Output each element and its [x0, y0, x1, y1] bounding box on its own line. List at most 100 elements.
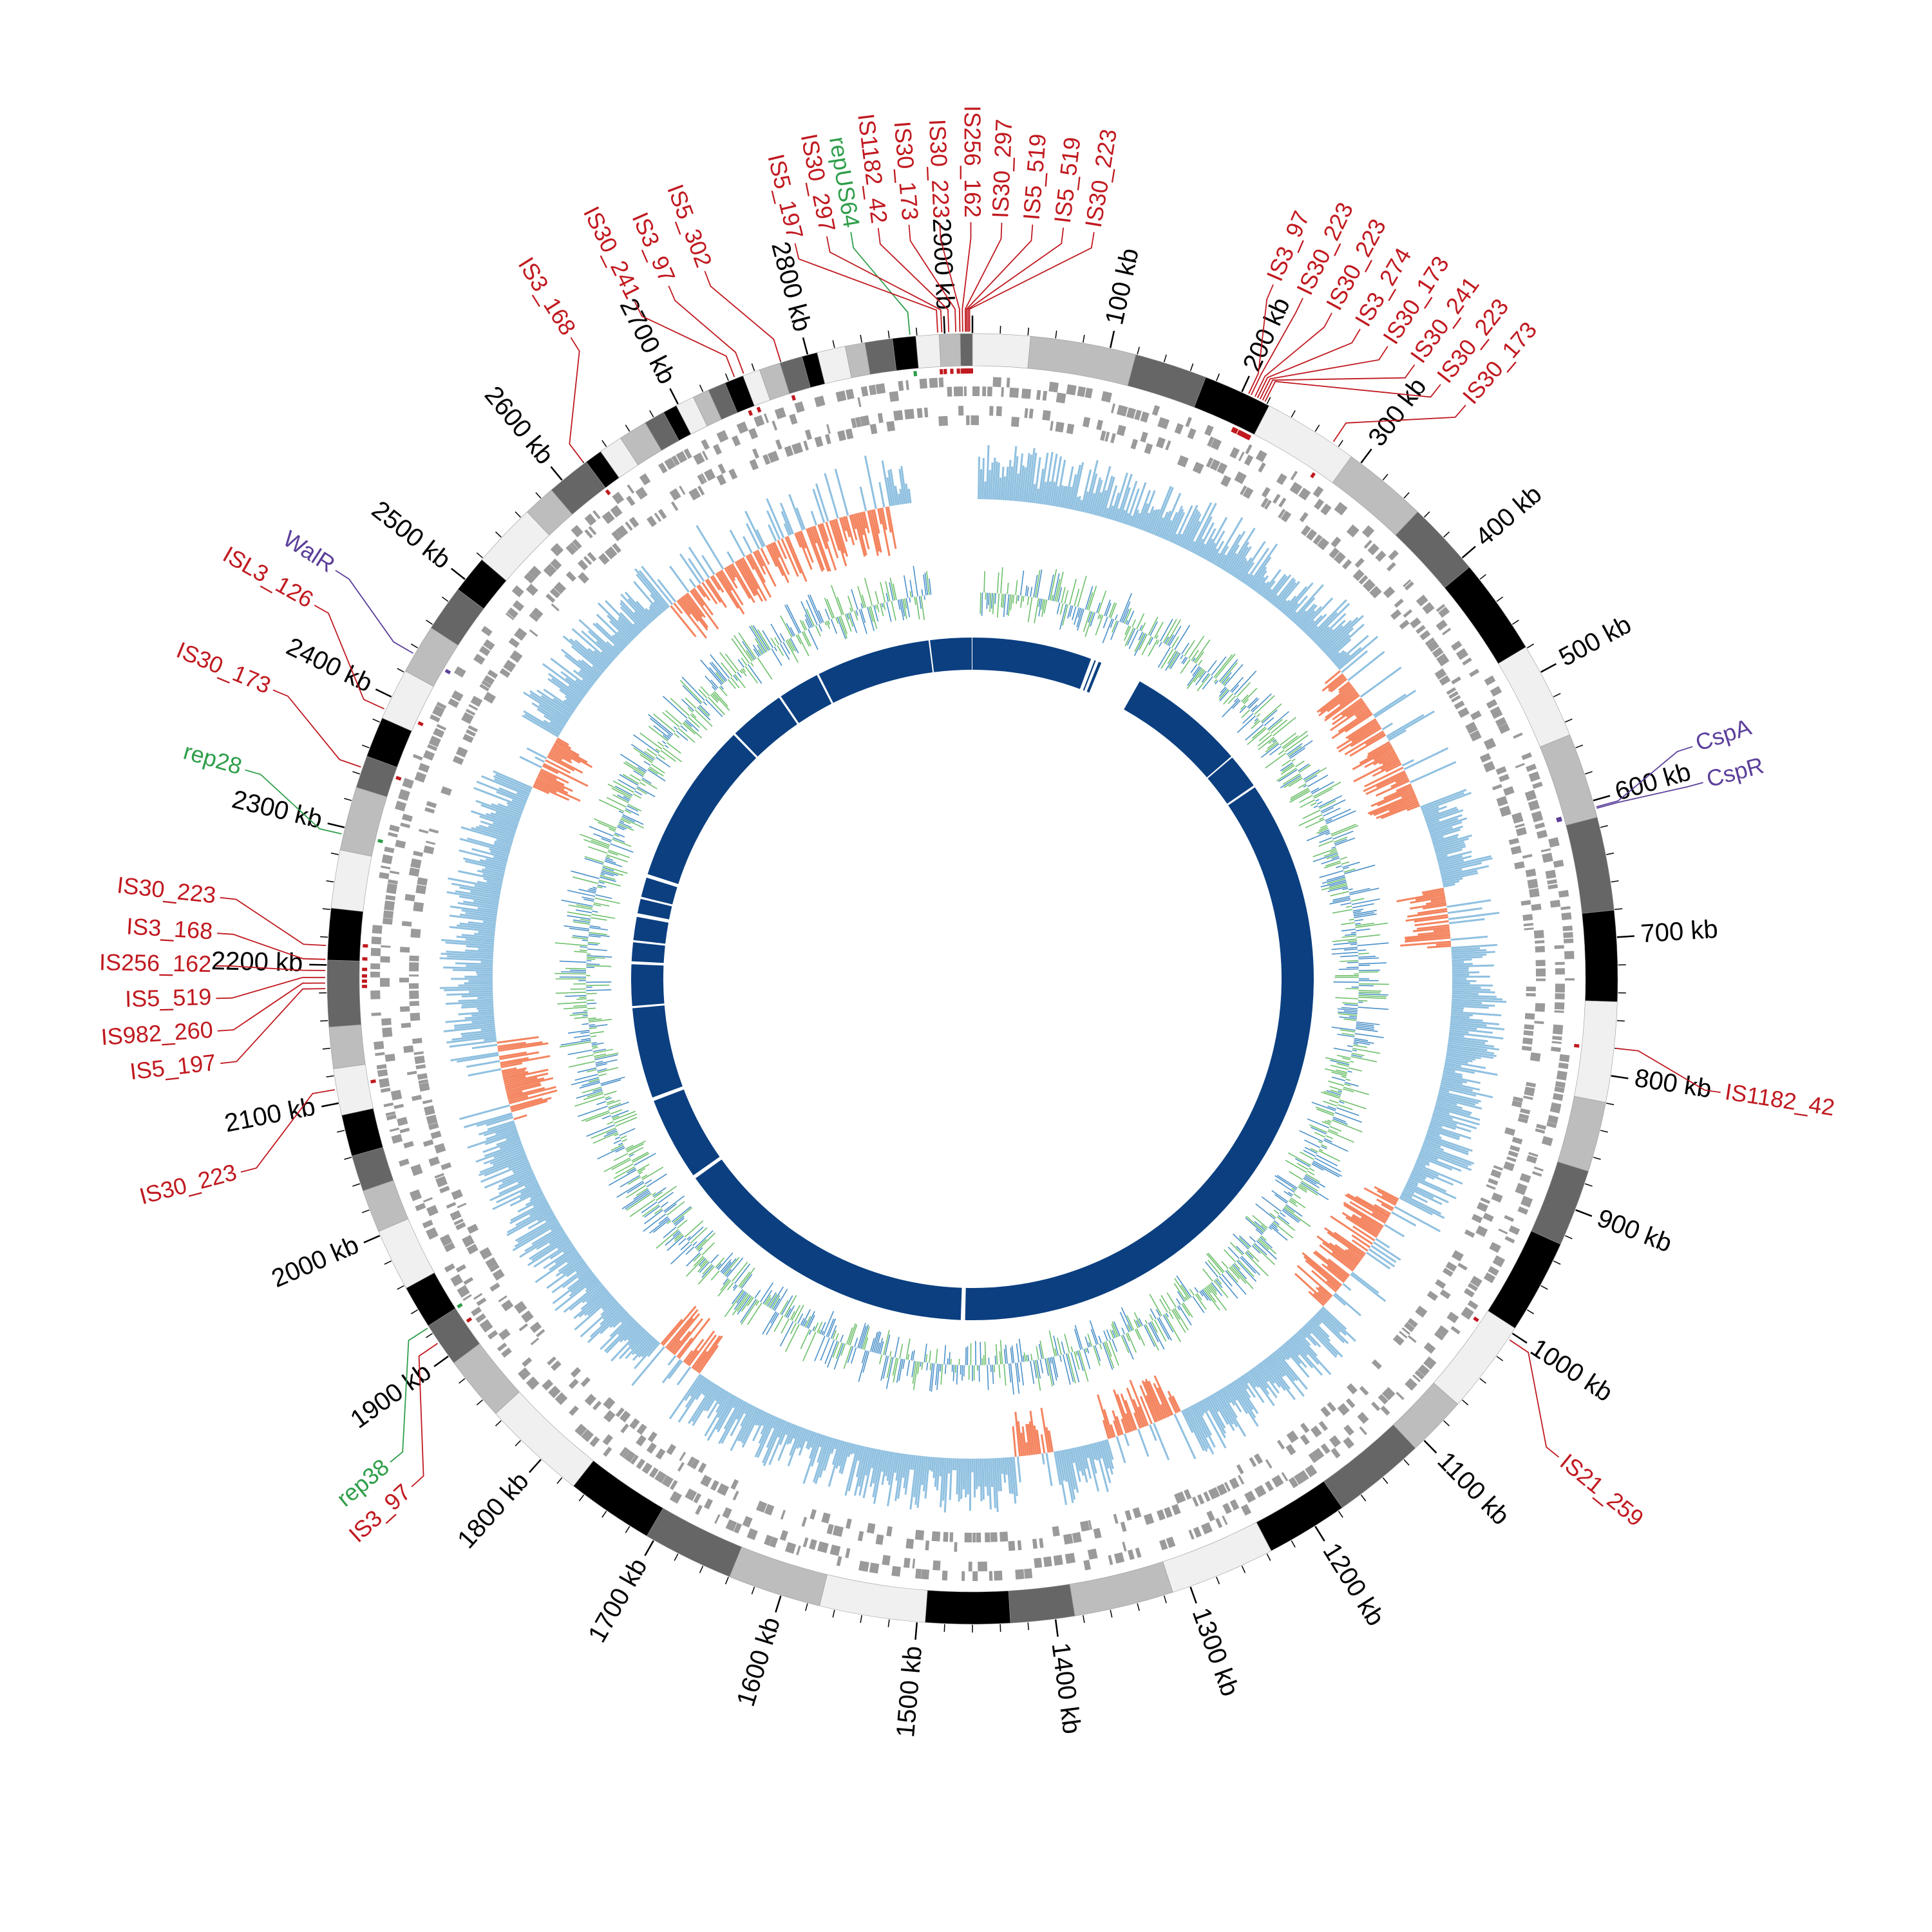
- gc-skew-bar: [916, 1455, 924, 1508]
- gc-content-bar: [1338, 968, 1359, 971]
- gc-skew-bar: [543, 1246, 576, 1269]
- gc-skew-bar: [1372, 761, 1401, 777]
- gc-content-bar: [613, 1139, 622, 1144]
- gc-content-bar: [1336, 865, 1342, 869]
- annotation-connector: [217, 982, 326, 1032]
- gene-feature: [1559, 1054, 1570, 1063]
- gc-content-bar: [1324, 1068, 1347, 1075]
- gene-feature: [389, 1127, 400, 1132]
- gc-content-bar: [1121, 1327, 1125, 1334]
- gc-content-bar: [875, 591, 880, 605]
- gc-skew-bar: [760, 1414, 772, 1435]
- gc-skew-bar: [1295, 603, 1316, 625]
- gc-content-bar: [1112, 620, 1117, 633]
- gc-content-bar: [817, 1321, 823, 1333]
- gc-content-bar: [1358, 1001, 1363, 1003]
- gc-skew-bar: [538, 772, 565, 786]
- gene-feature: [919, 378, 927, 389]
- gc-content-bar: [1334, 1112, 1362, 1123]
- gc-content-bar: [656, 1229, 679, 1249]
- gc-skew-bar: [852, 1444, 857, 1454]
- gc-skew-bar: [858, 512, 870, 550]
- gc-skew-bar: [985, 445, 990, 500]
- major-tick: [802, 337, 809, 355]
- gc-content-bar: [757, 657, 773, 680]
- gc-skew-bar: [1430, 825, 1463, 838]
- minor-tick: [1382, 473, 1388, 481]
- gc-content-bar: [1245, 1251, 1254, 1259]
- gene-feature: [1468, 1282, 1478, 1292]
- ideogram-band: [1008, 1584, 1075, 1624]
- gc-skew-bar: [1436, 1098, 1457, 1106]
- gc-content-bar: [1191, 650, 1199, 661]
- gene-feature: [479, 1247, 493, 1260]
- gc-content-bar: [1093, 1345, 1101, 1366]
- gc-content-bar: [1220, 662, 1238, 683]
- gc-skew-bar: [869, 1449, 879, 1487]
- gc-content-bar: [1356, 928, 1370, 932]
- gc-content-bar: [1307, 774, 1329, 788]
- gene-feature: [734, 1522, 743, 1534]
- gc-content-bar: [666, 1201, 685, 1216]
- gene-feature: [1300, 1423, 1310, 1434]
- gc-skew-bar: [1347, 719, 1378, 740]
- gc-content-bar: [1126, 628, 1136, 646]
- gc-skew-bar: [467, 1130, 518, 1149]
- gc-content-bar: [1006, 594, 1010, 616]
- gene-feature: [1240, 485, 1247, 495]
- gc-content-bar: [1160, 648, 1174, 669]
- gene-feature: [524, 572, 536, 584]
- gc-skew-bar: [1410, 895, 1446, 904]
- gc-skew-bar: [798, 1429, 810, 1456]
- gc-skew-bar: [459, 837, 510, 854]
- gc-skew-bar: [538, 704, 568, 724]
- gc-skew-bar: [596, 614, 629, 646]
- gc-content-bar: [1110, 621, 1119, 640]
- gc-content-bar: [1206, 1253, 1224, 1274]
- gene-feature: [869, 424, 878, 435]
- gc-skew-bar: [569, 1274, 596, 1297]
- gc-content-bar: [649, 717, 672, 737]
- gc-skew-bar: [482, 873, 504, 880]
- gc-skew-bar: [881, 460, 891, 507]
- gene-feature: [1403, 579, 1412, 587]
- gc-skew-bar: [1171, 1396, 1181, 1412]
- gc-skew-bar: [1338, 683, 1352, 694]
- gc-content-bar: [1230, 677, 1244, 692]
- gc-content-bar: [1018, 595, 1019, 601]
- minor-tick: [344, 1157, 352, 1160]
- annotation-marker: [960, 368, 964, 374]
- gc-content-bar: [588, 1078, 600, 1083]
- gene-feature: [1504, 1236, 1515, 1244]
- gc-content-bar: [1110, 603, 1117, 618]
- gc-content-bar: [598, 880, 621, 887]
- gc-content-bar: [627, 805, 639, 812]
- gene-feature: [410, 858, 422, 869]
- gc-skew-bar: [446, 891, 500, 902]
- gc-skew-bar: [1438, 855, 1472, 866]
- gene-feature: [971, 415, 972, 425]
- gc-content-bar: [597, 886, 603, 889]
- gc-skew-bar: [563, 699, 577, 710]
- gc-skew-bar: [1054, 486, 1059, 507]
- gc-skew-bar: [864, 455, 877, 509]
- gene-feature: [731, 435, 741, 447]
- gc-skew-bar: [1190, 502, 1217, 553]
- gc-skew-bar: [781, 538, 799, 577]
- annotation-marker: [1245, 434, 1252, 440]
- gc-skew-bar: [673, 1318, 703, 1356]
- gc-content-bar: [1148, 616, 1159, 636]
- gc-content-bar: [573, 921, 591, 925]
- gc-skew-bar: [551, 677, 583, 701]
- gc-content-bar: [1229, 1267, 1240, 1280]
- gene-feature: [1510, 1145, 1520, 1152]
- gc-content-bar: [1090, 612, 1096, 627]
- gc-skew-bar: [958, 1458, 961, 1502]
- minor-tick: [1584, 771, 1593, 775]
- gc-skew-bar: [450, 905, 498, 914]
- gc-content-bar: [1049, 569, 1057, 601]
- annotation-connector: [939, 223, 961, 332]
- minor-tick: [1110, 1609, 1113, 1618]
- gene-feature: [635, 490, 643, 500]
- gc-skew-bar: [1061, 486, 1068, 508]
